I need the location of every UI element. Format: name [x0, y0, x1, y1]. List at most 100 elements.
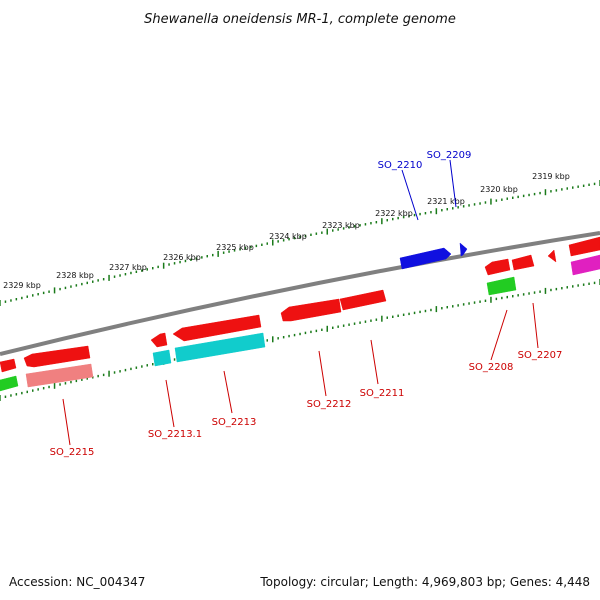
ruler-minor-tick — [479, 202, 481, 205]
gene-feature[interactable] — [484, 258, 511, 276]
ruler-minor-tick — [348, 323, 350, 326]
ruler-major-tick — [0, 395, 1, 401]
ruler-minor-tick — [550, 288, 552, 292]
gene-feature[interactable] — [399, 247, 452, 270]
ruler-major-tick — [326, 325, 328, 332]
ruler-minor-tick — [572, 186, 574, 189]
label-leader-lines — [62, 159, 539, 446]
gene-feature[interactable] — [486, 276, 517, 296]
ruler-minor-tick — [501, 198, 503, 201]
ruler-minor-tick — [206, 255, 208, 258]
ruler-minor-tick — [555, 189, 558, 192]
scale-label: 2323 kbp — [322, 221, 360, 230]
ruler-minor-tick — [179, 260, 181, 264]
ruler-major-tick — [544, 189, 547, 196]
ruler-minor-tick — [533, 291, 536, 294]
ruler-minor-tick — [10, 394, 12, 397]
ruler-minor-tick — [310, 330, 312, 334]
gene-feature[interactable] — [23, 345, 91, 368]
gene-label[interactable]: SO_2208 — [469, 362, 514, 373]
ruler-minor-tick — [517, 195, 519, 199]
ruler-minor-tick — [402, 313, 405, 316]
ruler-minor-tick — [539, 290, 541, 293]
gene-feature[interactable] — [339, 289, 387, 311]
gene-feature[interactable] — [152, 349, 172, 367]
gene-feature[interactable] — [0, 358, 17, 373]
ruler-minor-tick — [201, 256, 203, 259]
ruler-major-tick — [490, 198, 492, 205]
gene-feature[interactable] — [150, 332, 168, 348]
ruler-minor-tick — [408, 214, 410, 218]
ruler-minor-tick — [21, 391, 23, 395]
ruler-minor-tick — [582, 184, 585, 187]
gene-label[interactable]: SO_2209 — [427, 150, 472, 161]
gene-feature[interactable] — [570, 254, 600, 276]
gene-feature[interactable] — [280, 298, 342, 322]
ruler-minor-tick — [512, 295, 514, 298]
ruler-minor-tick — [392, 217, 394, 221]
scale-label: 2319 kbp — [532, 172, 570, 181]
ruler-minor-tick — [441, 307, 443, 310]
ruler-minor-tick — [337, 228, 339, 231]
gene-feature[interactable] — [547, 249, 557, 263]
ruler-minor-tick — [364, 223, 367, 226]
ruler-minor-tick — [468, 302, 470, 305]
ruler-minor-tick — [484, 299, 487, 302]
ruler-major-tick — [326, 228, 328, 235]
scale-label: 2328 kbp — [56, 271, 94, 280]
ruler-minor-tick — [113, 371, 116, 374]
gene-feature[interactable] — [511, 254, 535, 271]
ruler-minor-tick — [533, 192, 536, 196]
ruler-minor-tick — [457, 304, 459, 307]
ruler-minor-tick — [282, 239, 285, 242]
gene-feature[interactable] — [25, 363, 94, 388]
ruler-minor-tick — [315, 329, 318, 333]
ruler-minor-tick — [119, 370, 121, 373]
gene-label[interactable]: SO_2212 — [307, 399, 352, 410]
ruler-minor-tick — [582, 283, 585, 286]
ruler-minor-tick — [457, 206, 459, 209]
ruler-minor-tick — [141, 269, 143, 272]
gene-feature[interactable] — [568, 236, 600, 257]
ruler-minor-tick — [141, 365, 143, 368]
gene-label[interactable]: SO_2213 — [212, 417, 257, 428]
ruler-minor-tick — [593, 182, 596, 186]
ruler-minor-tick — [561, 188, 563, 191]
ruler-minor-tick — [15, 393, 18, 396]
ruler-minor-tick — [299, 235, 301, 239]
ruler-minor-tick — [190, 258, 192, 261]
gene-label[interactable]: SO_2213.1 — [148, 429, 202, 440]
ruler-minor-tick — [408, 312, 410, 316]
ruler-minor-tick — [397, 216, 399, 220]
gene-feature[interactable] — [0, 375, 19, 392]
ruler-minor-tick — [522, 293, 525, 296]
ruler-major-tick — [217, 250, 219, 257]
ruler-major-tick — [381, 315, 383, 322]
ruler-minor-tick — [75, 379, 78, 383]
ruler-minor-tick — [266, 242, 268, 245]
ruler-minor-tick — [261, 243, 263, 246]
ruler-minor-tick — [550, 190, 552, 193]
gene-label[interactable]: SO_2215 — [50, 447, 95, 458]
ruler-minor-tick — [228, 250, 230, 253]
ruler-minor-tick — [495, 297, 498, 301]
gene-feature[interactable] — [459, 242, 468, 257]
gene-label[interactable]: SO_2210 — [378, 160, 423, 171]
ruler-minor-tick — [424, 212, 427, 215]
ruler-minor-tick — [375, 221, 378, 224]
map-title: Shewanella oneidensis MR-1, complete gen… — [144, 12, 456, 27]
gene-label[interactable]: SO_2207 — [518, 350, 563, 361]
gene-feature[interactable] — [174, 332, 266, 363]
gene-feature[interactable] — [172, 314, 262, 342]
ruler-minor-tick — [392, 315, 394, 318]
ruler-minor-tick — [572, 285, 574, 288]
ruler-minor-tick — [212, 253, 214, 257]
ruler-major-tick — [162, 262, 165, 269]
ruler-minor-tick — [255, 244, 258, 248]
scale-label: 2327 kbp — [109, 263, 147, 272]
ruler-minor-tick — [135, 366, 138, 369]
ruler-minor-tick — [15, 298, 18, 301]
gene-label[interactable]: SO_2211 — [360, 388, 405, 399]
ruler-minor-tick — [130, 271, 132, 275]
ruler-minor-tick — [59, 287, 61, 291]
